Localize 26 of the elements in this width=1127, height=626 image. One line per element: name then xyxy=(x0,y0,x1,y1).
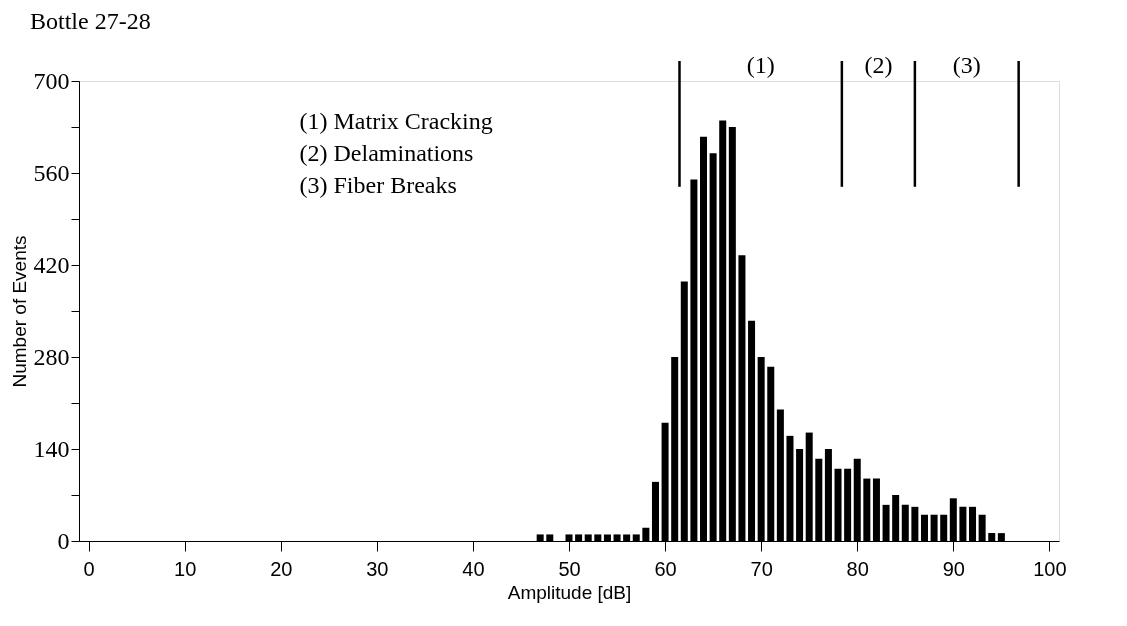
y-tick-label: 700 xyxy=(33,67,70,94)
y-tick-label: 0 xyxy=(57,527,70,554)
x-tick-label: 40 xyxy=(462,557,485,580)
text: (1) xyxy=(746,52,775,78)
chart-title: Bottle 27-28 xyxy=(30,8,151,34)
y-tick-label: 560 xyxy=(33,159,70,186)
x-tick-label: 90 xyxy=(942,557,965,580)
x-tick-label: 20 xyxy=(270,557,293,580)
x-tick-label: 30 xyxy=(366,557,389,580)
text: (3) xyxy=(952,52,981,78)
x-tick-label: 100 xyxy=(1033,557,1067,580)
x-tick-label: 70 xyxy=(750,557,773,580)
y-axis-title: Number of Events xyxy=(8,235,30,388)
x-tick-label: 0 xyxy=(83,557,95,580)
annotation: (3) Fiber Breaks xyxy=(299,172,457,199)
annotation: (2) Delaminations xyxy=(299,140,474,167)
x-axis-title: Amplitude [dB] xyxy=(507,581,632,603)
y-tick-label: 140 xyxy=(33,435,70,462)
y-tick-label: 280 xyxy=(33,343,70,370)
x-tick-label: 80 xyxy=(846,557,869,580)
text: (2) xyxy=(864,52,893,78)
y-tick-label: 420 xyxy=(33,251,70,278)
x-tick-label: 60 xyxy=(654,557,677,580)
annotation: (1) Matrix Cracking xyxy=(299,108,493,135)
x-tick-label: 50 xyxy=(558,557,581,580)
x-tick-label: 10 xyxy=(174,557,197,580)
